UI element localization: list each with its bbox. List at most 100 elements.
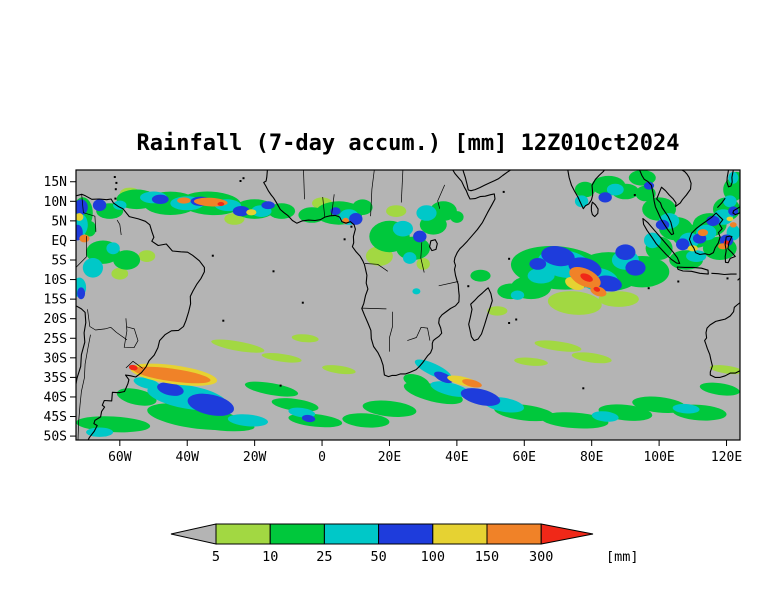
- rain-patch: [416, 205, 436, 221]
- colorbar-label: 10: [262, 549, 278, 565]
- y-tick-label: 50S: [44, 430, 67, 445]
- island-dot: [582, 387, 584, 389]
- rain-patch: [77, 287, 85, 299]
- y-tick-label: 5S: [51, 254, 67, 269]
- island-dot: [727, 277, 729, 279]
- y-tick-label: 15N: [44, 175, 67, 190]
- rain-patch: [730, 222, 737, 227]
- rain-patch: [79, 235, 89, 243]
- y-tick-label: 15S: [44, 293, 67, 308]
- island-dot: [508, 322, 510, 324]
- rain-patch: [727, 217, 734, 222]
- rain-patch: [529, 258, 546, 270]
- rain-patch: [413, 231, 426, 243]
- island-dot: [350, 226, 352, 228]
- y-tick-label: 30S: [44, 351, 67, 366]
- x-tick-label: 60E: [513, 450, 536, 465]
- island-dot: [648, 287, 650, 289]
- island-dot: [114, 176, 116, 178]
- island-dot: [115, 182, 117, 184]
- colorbar-segment: [324, 524, 378, 544]
- colorbar-label: 25: [316, 549, 332, 565]
- rain-patch: [470, 270, 490, 282]
- rain-patch: [528, 268, 555, 284]
- rain-patch: [686, 250, 706, 262]
- x-tick-label: 120E: [711, 450, 742, 465]
- rain-patch: [349, 213, 362, 225]
- x-tick-label: 80E: [580, 450, 603, 465]
- rain-patch: [615, 244, 635, 260]
- island-dot: [273, 270, 275, 272]
- x-tick-label: 0: [318, 450, 326, 465]
- rain-patch: [412, 288, 420, 294]
- rain-patch: [728, 172, 738, 184]
- island-dot: [280, 385, 282, 387]
- island-dot: [677, 281, 679, 283]
- island-dot: [503, 191, 505, 193]
- y-tick-label: 10S: [44, 273, 67, 288]
- y-tick-label: 5N: [51, 214, 67, 229]
- island-dot: [344, 238, 346, 240]
- y-tick-label: 45S: [44, 410, 67, 425]
- rain-patch: [113, 201, 126, 210]
- colorbar-label: 5: [212, 549, 220, 565]
- colorbar-unit-label: [mm]: [606, 549, 639, 565]
- x-tick-label: 40E: [445, 450, 468, 465]
- rain-patch: [676, 238, 689, 250]
- colorbar-label: 150: [475, 549, 499, 565]
- x-tick-label: 40W: [175, 450, 199, 465]
- island-dot: [302, 302, 304, 304]
- colorbar-segment: [379, 524, 433, 544]
- island-dot: [212, 255, 214, 257]
- y-tick-label: EQ: [51, 234, 67, 249]
- rain-patch: [83, 258, 103, 278]
- rain-patch: [177, 197, 190, 203]
- colorbar-segment: [216, 524, 270, 544]
- x-tick-label: 20E: [378, 450, 401, 465]
- x-tick-label: 20W: [243, 450, 267, 465]
- island-dot: [634, 194, 636, 196]
- rain-patch: [625, 260, 645, 276]
- rain-patch: [599, 192, 612, 202]
- island-dot: [240, 180, 242, 182]
- rain-patch: [706, 216, 719, 226]
- colorbar: 5 10 25 50 100 150 300 [mm]: [171, 524, 639, 565]
- island-dot: [515, 319, 517, 321]
- rain-patch: [246, 209, 256, 215]
- island-dot: [222, 320, 224, 322]
- colorbar-label: 300: [529, 549, 553, 565]
- colorbar-label: 50: [370, 549, 386, 565]
- rain-patch: [106, 242, 119, 254]
- rain-patch: [86, 428, 113, 437]
- colorbar-under-arrow: [171, 524, 216, 544]
- rain-patch: [450, 211, 463, 223]
- rain-patch: [113, 250, 140, 270]
- y-tick-label: 35S: [44, 371, 67, 386]
- island-dot: [243, 177, 245, 179]
- island-dot: [467, 285, 469, 287]
- colorbar-segment: [487, 524, 541, 544]
- x-tick-label: 100E: [643, 450, 674, 465]
- rain-patch: [511, 291, 524, 300]
- rain-patch: [698, 229, 708, 236]
- rain-patch: [386, 205, 406, 217]
- rain-patch: [403, 252, 416, 264]
- colorbar-segment: [433, 524, 487, 544]
- rain-patch: [261, 201, 274, 209]
- y-tick-label: 20S: [44, 312, 67, 327]
- colorbar-label: 100: [421, 549, 445, 565]
- rain-patch: [723, 195, 736, 207]
- rain-patch: [393, 221, 413, 237]
- y-tick-label: 10N: [44, 195, 67, 210]
- rainfall-map-canvas: 15N10N5NEQ5S10S15S20S25S30S35S40S45S50S6…: [0, 0, 784, 612]
- island-dot: [115, 188, 117, 190]
- x-tick-label: 60W: [108, 450, 132, 465]
- island-dot: [508, 258, 510, 260]
- y-tick-label: 40S: [44, 390, 67, 405]
- colorbar-segment: [270, 524, 324, 544]
- rain-patch: [152, 195, 169, 204]
- rain-patch: [93, 199, 106, 211]
- colorbar-over-arrow: [541, 524, 593, 544]
- rain-patch: [218, 202, 225, 206]
- rain-patch: [138, 250, 155, 262]
